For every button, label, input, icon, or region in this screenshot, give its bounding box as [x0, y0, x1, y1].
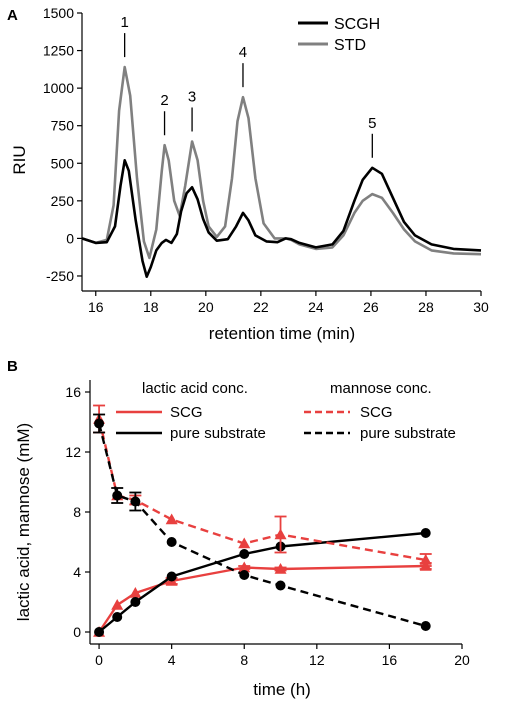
data-point-lactic-pure — [130, 597, 141, 607]
panel-a-x-tick-label: 24 — [308, 299, 324, 315]
data-point-mannose-pure — [275, 580, 286, 591]
panel-a-label: A — [7, 7, 18, 24]
legend-mannose-pure-label: pure substrate — [360, 425, 456, 442]
panel-a-y-tick-label: 750 — [51, 118, 75, 134]
data-point-mannose-scg — [238, 537, 251, 549]
data-point-mannose-scg — [274, 528, 287, 540]
panel-b-ylabel: lactic acid, mannose (mM) — [14, 423, 33, 621]
series-line-scgh — [81, 159, 482, 278]
legend-lactic-pure-label: pure substrate — [170, 425, 266, 442]
data-point-lactic-scg — [129, 587, 142, 598]
data-point-mannose-scg — [165, 513, 178, 525]
panel-b-x-tick-label: 4 — [168, 652, 176, 668]
data-point-lactic-pure — [239, 549, 250, 559]
data-point-mannose-pure — [94, 418, 105, 429]
peak-label: 2 — [160, 92, 168, 109]
legend-mannose-scg-label: SCG — [360, 404, 393, 421]
panel-b-y-tick-label: 0 — [73, 624, 81, 640]
data-point-lactic-scg — [238, 561, 251, 573]
peak-label: 3 — [188, 88, 196, 105]
peak-label: 4 — [239, 44, 247, 61]
panel-b-x-tick-label: 0 — [95, 652, 103, 668]
panel-a-ylabel: RIU — [10, 145, 29, 174]
legend-lactic-scg-label: SCG — [170, 404, 203, 421]
panel-b-label: B — [7, 358, 18, 375]
data-point-mannose-pure — [130, 496, 141, 507]
panel-a-y-tick-label: 500 — [51, 155, 75, 171]
panel-a-x-tick-label: 18 — [143, 299, 159, 315]
panel-a-y-tick-label: 1000 — [43, 80, 74, 96]
panel-a-y-tick-label: 1500 — [43, 5, 74, 21]
panel-b-y-tick-label: 8 — [73, 504, 81, 520]
data-point-lactic-scg — [274, 563, 287, 574]
panel-a-y-tick-label: -250 — [46, 268, 74, 284]
panel-a-x-tick-label: 26 — [363, 299, 379, 315]
data-point-lactic-pure — [420, 528, 431, 538]
panel-a-x-tick-label: 30 — [473, 299, 489, 315]
data-point-mannose-scg — [419, 554, 432, 565]
panel-a-y-tick-label: 1250 — [43, 43, 74, 59]
data-point-lactic-pure — [112, 612, 123, 622]
panel-a-x-tick-label: 28 — [418, 299, 434, 315]
panel-b-y-tick-label: 16 — [65, 384, 81, 400]
panel-b-x-tick-label: 12 — [309, 652, 325, 668]
data-point-lactic-pure — [166, 571, 177, 582]
data-point-mannose-pure — [239, 570, 250, 580]
panel-b-y-tick-label: 4 — [73, 564, 81, 580]
panel-b-y-tick-label: 12 — [65, 444, 81, 460]
data-point-mannose-pure — [420, 621, 431, 631]
legend-std-label: STD — [334, 37, 366, 54]
panel-b-x-tick-label: 16 — [382, 652, 398, 668]
peak-label: 1 — [120, 14, 128, 31]
panel-a-x-tick-label: 20 — [198, 299, 214, 315]
legend-group-mannose: mannose conc. — [330, 380, 432, 397]
panel-b-plot: 0 4 8 12 16 0 4 8 12 16 20 — [65, 380, 470, 668]
panel-a-y-tick-label: 0 — [66, 230, 74, 246]
panel-b-x-tick-label: 8 — [240, 652, 248, 668]
series-line-std — [81, 65, 482, 260]
panel-a-y-tick-label: 250 — [51, 193, 75, 209]
panel-a-x-tick-label: 16 — [88, 299, 104, 315]
panel-a-x-tick-label: 22 — [253, 299, 269, 315]
data-point-lactic-scg — [111, 599, 124, 610]
legend-scgh-label: SCGH — [334, 16, 380, 33]
panel-b-xlabel: time (h) — [253, 680, 311, 699]
panel-b-x-tick-label: 20 — [454, 652, 470, 668]
data-point-mannose-pure — [112, 490, 123, 501]
legend-group-lactic: lactic acid conc. — [142, 380, 248, 397]
panel-a-xlabel: retention time (min) — [209, 324, 355, 343]
data-point-lactic-pure — [94, 627, 105, 637]
peak-label: 5 — [368, 115, 376, 132]
data-point-mannose-pure — [166, 537, 177, 547]
